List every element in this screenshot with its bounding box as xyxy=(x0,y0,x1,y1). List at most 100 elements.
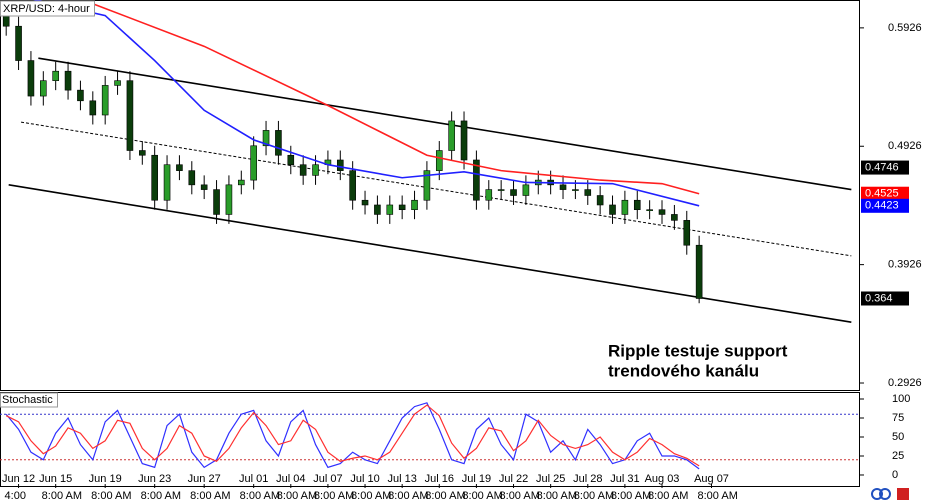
time-label: 4:00 xyxy=(5,490,26,502)
candle-body xyxy=(423,170,431,201)
candle-body xyxy=(225,184,233,215)
candle-body xyxy=(213,189,220,215)
stoch-frame xyxy=(0,392,860,487)
time-label: 8:00 AM xyxy=(240,490,280,502)
candle-body xyxy=(460,120,468,161)
x-tick-label: Aug 07 xyxy=(694,473,729,485)
price-tag xyxy=(861,160,909,175)
candle-body xyxy=(139,150,146,156)
candle-body xyxy=(633,199,641,211)
candle-body xyxy=(695,244,703,299)
candle-body xyxy=(299,164,307,176)
candle-body xyxy=(349,170,356,201)
candle-body xyxy=(522,184,530,196)
candle-body xyxy=(497,189,505,191)
y-tick-label: 0.5926 xyxy=(888,22,922,34)
candle-body xyxy=(671,214,678,221)
moving-average xyxy=(92,2,700,195)
candle-body xyxy=(398,204,406,211)
candle-body xyxy=(89,100,97,116)
x-tick-label: Jul 31 xyxy=(610,473,639,485)
time-label: 8:00 AM xyxy=(462,490,502,502)
moving-average xyxy=(33,0,700,207)
candle-body xyxy=(374,204,381,215)
price-tag xyxy=(861,186,909,201)
candle-body xyxy=(200,184,208,190)
candle-body xyxy=(250,145,257,181)
candle-body xyxy=(52,70,59,81)
annotation: Ripple testuje support xyxy=(608,341,788,360)
candle-body xyxy=(596,195,604,206)
candle-body xyxy=(176,164,183,171)
candle-body xyxy=(683,220,691,246)
time-label: 8:00 AM xyxy=(537,490,577,502)
price-tag xyxy=(861,198,909,213)
x-tick-label: Jun 12 xyxy=(2,473,35,485)
time-label: 8:00 AM xyxy=(351,490,391,502)
time-label: 8:00 AM xyxy=(611,490,651,502)
x-tick-label: Jun 15 xyxy=(39,473,72,485)
time-label: 8:00 AM xyxy=(648,490,688,502)
price-tag-label: 0.364 xyxy=(865,292,893,304)
link-icon[interactable] xyxy=(871,488,883,500)
x-tick-label: Jul 01 xyxy=(239,473,268,485)
candle-body xyxy=(27,60,35,97)
time-label: 8:00 AM xyxy=(314,490,354,502)
candle-body xyxy=(646,209,653,212)
main-frame xyxy=(0,0,860,391)
candle-body xyxy=(411,199,418,211)
link-icon[interactable] xyxy=(879,488,891,500)
candle-body xyxy=(621,199,629,215)
candle-body xyxy=(262,130,270,147)
candle-body xyxy=(361,199,369,206)
x-tick-label: Jun 27 xyxy=(188,473,221,485)
candle-body xyxy=(386,204,394,215)
candle-body xyxy=(336,159,344,171)
candle-body xyxy=(237,179,245,186)
x-tick-label: Jul 28 xyxy=(573,473,602,485)
x-tick-label: Jul 04 xyxy=(276,473,305,485)
stoch-title: Stochastic xyxy=(2,394,53,406)
trend-line xyxy=(20,121,852,257)
chart-title: XRP/USD: 4-hour xyxy=(3,3,90,15)
y-tick-label: 75 xyxy=(892,412,904,424)
price-tag xyxy=(861,291,909,306)
y-tick-label: 0 xyxy=(892,469,898,481)
price-tag-label: 0.4423 xyxy=(865,200,899,212)
candle-body xyxy=(15,25,22,61)
candle-body xyxy=(188,170,196,186)
x-tick-label: Jun 19 xyxy=(89,473,122,485)
y-tick-label: 100 xyxy=(892,393,910,405)
y-tick-label: 0.4926 xyxy=(888,140,922,152)
candle-body xyxy=(510,189,517,196)
stochastic-line xyxy=(5,402,700,470)
candle-body xyxy=(435,150,443,171)
x-tick-label: Jul 16 xyxy=(425,473,454,485)
trend-line xyxy=(38,57,852,191)
x-tick-label: Jun 23 xyxy=(138,473,171,485)
time-label: 8:00 AM xyxy=(42,490,82,502)
candle-body xyxy=(658,209,666,215)
stoch-title-box xyxy=(0,392,58,408)
time-label: 8:00 AM xyxy=(574,490,614,502)
title-box xyxy=(0,0,95,17)
stochastic-line xyxy=(5,404,700,467)
candle-body xyxy=(287,154,295,166)
candle-body xyxy=(101,85,109,116)
candle-body xyxy=(64,70,72,91)
time-label: 8:00 AM xyxy=(500,490,540,502)
close-icon[interactable] xyxy=(897,488,909,500)
x-tick-label: Aug 03 xyxy=(645,473,680,485)
annotation: trendového kanálu xyxy=(608,361,759,380)
y-tick-label: 50 xyxy=(892,431,904,443)
x-tick-label: Jul 13 xyxy=(387,473,416,485)
candle-body xyxy=(448,120,455,151)
candle-body xyxy=(126,80,134,151)
x-tick-label: Jul 25 xyxy=(536,473,565,485)
candle-body xyxy=(40,80,47,97)
time-label: 8:00 AM xyxy=(388,490,428,502)
x-tick-label: Jul 22 xyxy=(499,473,528,485)
corner-icons xyxy=(871,488,909,500)
